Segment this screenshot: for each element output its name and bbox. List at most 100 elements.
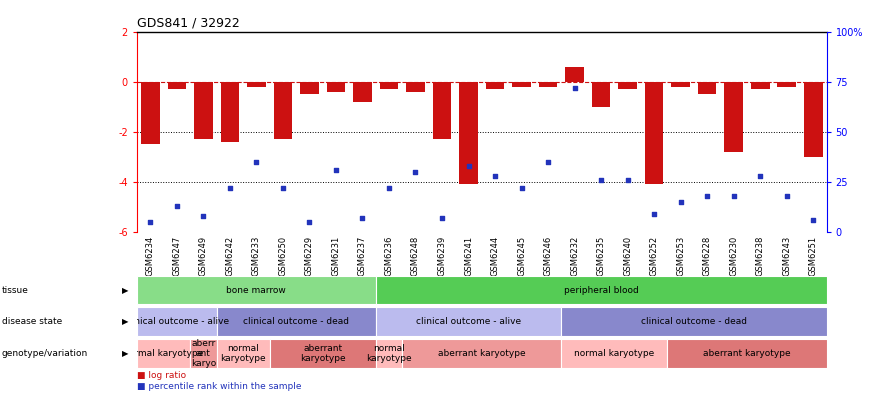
Bar xyxy=(513,82,531,87)
Text: GSM6243: GSM6243 xyxy=(782,236,791,276)
Text: aberrant karyotype: aberrant karyotype xyxy=(703,349,791,358)
Bar xyxy=(137,307,217,336)
Bar xyxy=(274,82,293,139)
Bar xyxy=(561,339,667,367)
Point xyxy=(674,198,688,205)
Point xyxy=(753,173,767,179)
Text: normal
karyotype: normal karyotype xyxy=(220,344,266,363)
Bar xyxy=(486,82,505,89)
Bar xyxy=(217,339,270,367)
Text: ■ log ratio: ■ log ratio xyxy=(137,371,187,380)
Text: aberrant karyotype: aberrant karyotype xyxy=(438,349,526,358)
Point xyxy=(647,211,661,217)
Text: clinical outcome - alive: clinical outcome - alive xyxy=(416,317,521,326)
Text: GSM6248: GSM6248 xyxy=(411,236,420,276)
Text: GSM6242: GSM6242 xyxy=(225,236,234,276)
Point xyxy=(594,177,608,183)
Text: normal karyotype: normal karyotype xyxy=(124,349,203,358)
Bar xyxy=(778,82,796,87)
Text: bone marrow: bone marrow xyxy=(226,286,286,295)
Point xyxy=(461,162,476,169)
Point xyxy=(435,215,449,221)
Text: clinical outcome - alive: clinical outcome - alive xyxy=(125,317,229,326)
Bar xyxy=(194,82,213,139)
Text: GSM6241: GSM6241 xyxy=(464,236,473,276)
Text: GSM6253: GSM6253 xyxy=(676,236,685,276)
Text: GSM6233: GSM6233 xyxy=(252,236,261,276)
Bar xyxy=(566,67,584,82)
Text: tissue: tissue xyxy=(2,286,28,295)
Text: GSM6229: GSM6229 xyxy=(305,236,314,276)
Point xyxy=(806,217,820,223)
Point xyxy=(302,219,316,225)
Bar xyxy=(270,339,376,367)
Bar xyxy=(672,82,690,87)
Text: GSM6236: GSM6236 xyxy=(385,236,393,276)
Bar xyxy=(217,307,376,336)
Point xyxy=(276,185,290,191)
Bar xyxy=(592,82,611,107)
Text: GSM6237: GSM6237 xyxy=(358,236,367,276)
Text: GSM6228: GSM6228 xyxy=(703,236,712,276)
Text: GSM6230: GSM6230 xyxy=(729,236,738,276)
Bar xyxy=(619,82,637,89)
Text: GSM6231: GSM6231 xyxy=(332,236,340,276)
Text: aberrant
karyotype: aberrant karyotype xyxy=(300,344,346,363)
Bar xyxy=(248,82,266,87)
Text: ▶: ▶ xyxy=(122,317,128,326)
Bar xyxy=(561,307,827,336)
Point xyxy=(170,202,184,209)
Bar xyxy=(804,82,823,157)
Text: GSM6252: GSM6252 xyxy=(650,236,659,276)
Bar xyxy=(539,82,558,87)
Text: disease state: disease state xyxy=(2,317,62,326)
Text: ▶: ▶ xyxy=(122,349,128,358)
Bar xyxy=(190,339,217,367)
Point xyxy=(621,177,635,183)
Text: GSM6249: GSM6249 xyxy=(199,236,208,276)
Bar xyxy=(460,82,478,184)
Bar xyxy=(645,82,664,184)
Point xyxy=(488,173,502,179)
Text: normal karyotype: normal karyotype xyxy=(575,349,654,358)
Point xyxy=(355,215,370,221)
Text: GSM6235: GSM6235 xyxy=(597,236,606,276)
Bar xyxy=(376,307,561,336)
Text: clinical outcome - dead: clinical outcome - dead xyxy=(243,317,349,326)
Text: GSM6238: GSM6238 xyxy=(756,236,765,276)
Point xyxy=(514,185,529,191)
Text: GSM6234: GSM6234 xyxy=(146,236,155,276)
Bar xyxy=(168,82,187,89)
Bar xyxy=(380,82,399,89)
Point xyxy=(329,166,343,173)
Point xyxy=(700,192,714,199)
Point xyxy=(780,192,794,199)
Bar xyxy=(376,276,827,304)
Text: GSM6251: GSM6251 xyxy=(809,236,818,276)
Bar xyxy=(376,339,402,367)
Point xyxy=(727,192,741,199)
Point xyxy=(382,185,396,191)
Text: GSM6247: GSM6247 xyxy=(172,236,181,276)
Bar xyxy=(433,82,452,139)
Text: aberr
ant
karyo: aberr ant karyo xyxy=(191,339,216,368)
Point xyxy=(249,158,263,165)
Bar xyxy=(301,82,319,94)
Text: GSM6232: GSM6232 xyxy=(570,236,579,276)
Bar xyxy=(137,339,190,367)
Text: normal
karyotype: normal karyotype xyxy=(366,344,412,363)
Text: peripheral blood: peripheral blood xyxy=(564,286,638,295)
Bar xyxy=(327,82,346,92)
Text: GSM6250: GSM6250 xyxy=(278,236,287,276)
Text: GSM6246: GSM6246 xyxy=(544,236,552,276)
Point xyxy=(541,158,555,165)
Bar xyxy=(137,276,376,304)
Bar xyxy=(221,82,240,142)
Text: clinical outcome - dead: clinical outcome - dead xyxy=(641,317,747,326)
Bar xyxy=(667,339,827,367)
Text: GDS841 / 32922: GDS841 / 32922 xyxy=(137,16,240,29)
Text: genotype/variation: genotype/variation xyxy=(2,349,88,358)
Bar xyxy=(725,82,743,152)
Bar xyxy=(751,82,770,89)
Text: ▶: ▶ xyxy=(122,286,128,295)
